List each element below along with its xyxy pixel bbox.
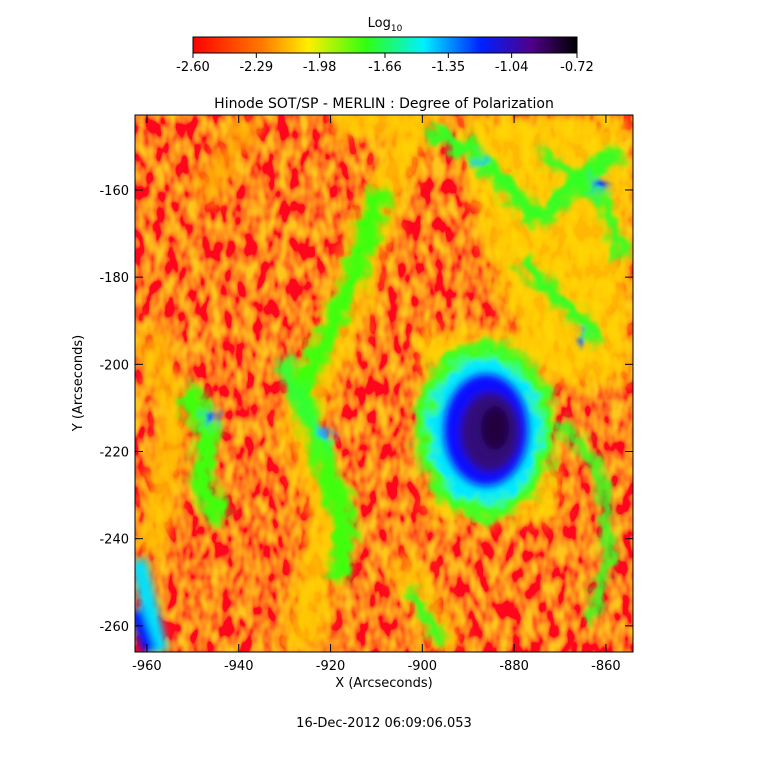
chart-title: Hinode SOT/SP - MERLIN : Degree of Polar… [214, 96, 554, 112]
x-tick-label: -960 [132, 659, 162, 674]
colorbar-tick-label: -2.29 [239, 60, 273, 75]
colorbar-label-text: Log [368, 16, 391, 31]
colorbar-label-subscript: 10 [391, 24, 403, 34]
colorbar-tick-label: -1.35 [431, 60, 465, 75]
colorbar-tick-label: -2.60 [176, 60, 210, 75]
plot-frame [134, 114, 634, 653]
y-axis-label: Y (Arcseconds) [71, 335, 86, 432]
x-tick-label: -880 [499, 659, 529, 674]
colorbar-tick-label: -1.04 [495, 60, 529, 75]
x-tick-label: -920 [316, 659, 346, 674]
x-tick-label: -860 [591, 659, 621, 674]
y-tick-label: -260 [99, 620, 129, 635]
colorbar-tick-label: -1.66 [368, 60, 402, 75]
y-tick-label: -220 [99, 445, 129, 460]
colorbar [192, 36, 578, 54]
y-tick-label: -180 [99, 271, 129, 286]
colorbar-label: Log10 [368, 16, 403, 34]
colorbar-tick-label: -1.98 [303, 60, 337, 75]
y-tick-label: -200 [99, 358, 129, 373]
y-tick-label: -160 [99, 184, 129, 199]
timestamp: 16-Dec-2012 06:09:06.053 [296, 716, 472, 731]
colorbar-tick-label: -0.72 [560, 60, 594, 75]
x-tick-label: -900 [408, 659, 438, 674]
y-tick-label: -240 [99, 533, 129, 548]
x-axis-label: X (Arcseconds) [335, 676, 432, 691]
heatmap-image [135, 115, 633, 652]
x-tick-label: -940 [224, 659, 254, 674]
